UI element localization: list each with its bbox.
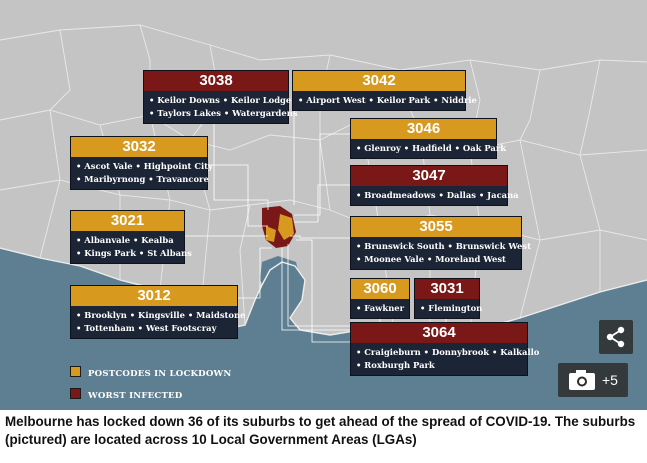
- legend-label-lockdown: POSTCODES IN LOCKDOWN: [88, 369, 232, 379]
- suburb-list: • Brooklyn • Kingsville • Maidstone: [76, 310, 246, 320]
- suburb-list: • Taylors Lakes • Watergardens: [149, 108, 298, 118]
- map-figure: 3038 • Keilor Downs • Keilor Lodge • Tay…: [0, 0, 647, 410]
- photo-gallery-button[interactable]: +5: [558, 363, 628, 397]
- suburb-list: • Brunswick South • Brunswick West: [356, 241, 531, 251]
- share-icon: [606, 326, 625, 348]
- postcode-panel-3032: 3032 • Ascot Vale • Highpoint City • Mar…: [70, 136, 213, 190]
- postcode-number: 3032: [71, 137, 207, 157]
- suburb-list: • Kings Park • St Albans: [76, 248, 192, 258]
- postcode-panel-3012: 3012 • Brooklyn • Kingsville • Maidstone…: [70, 285, 246, 339]
- postcode-number: 3046: [351, 119, 496, 139]
- camera-icon: [569, 370, 595, 390]
- suburb-list: • Moonee Vale • Moreland West: [356, 254, 506, 264]
- postcode-panel-3060: 3060 • Fawkner: [350, 278, 410, 319]
- postcode-number: 3060: [351, 279, 409, 299]
- image-caption: Melbourne has locked down 36 of its subu…: [5, 414, 636, 447]
- legend-lockdown: POSTCODES IN LOCKDOWN: [70, 366, 231, 379]
- postcode-panel-3046: 3046 • Glenroy • Hadfield • Oak Park: [350, 118, 507, 159]
- suburb-list: • Airport West • Keilor Park • Niddrie: [298, 95, 477, 105]
- suburb-list: • Flemington: [420, 303, 483, 313]
- postcode-number: 3042: [293, 71, 465, 91]
- suburb-list: • Broadmeadows • Dallas • Jacana: [356, 190, 519, 200]
- postcode-panel-3047: 3047 • Broadmeadows • Dallas • Jacana: [350, 165, 519, 206]
- legend-swatch-worst: [70, 388, 81, 399]
- postcode-panel-3064: 3064 • Craigieburn • Donnybrook • Kalkal…: [350, 322, 540, 376]
- postcode-panel-3038: 3038 • Keilor Downs • Keilor Lodge • Tay…: [143, 70, 298, 124]
- victoria-map: [0, 0, 647, 410]
- postcode-number: 3047: [351, 166, 507, 186]
- gallery-count: +5: [602, 372, 618, 388]
- suburb-list: • Ascot Vale • Highpoint City: [76, 161, 213, 171]
- suburb-list: • Glenroy • Hadfield • Oak Park: [356, 143, 507, 153]
- suburb-list: • Fawkner: [356, 303, 405, 313]
- postcode-number: 3038: [144, 71, 288, 91]
- postcode-number: 3012: [71, 286, 237, 306]
- postcode-panel-3055: 3055 • Brunswick South • Brunswick West …: [350, 216, 531, 270]
- suburb-list: • Tottenham • West Footscray: [76, 323, 217, 333]
- postcode-number: 3031: [415, 279, 479, 299]
- legend-worst: WORST INFECTED: [70, 388, 182, 401]
- postcode-panel-3042: 3042 • Airport West • Keilor Park • Nidd…: [292, 70, 477, 111]
- share-button[interactable]: [599, 320, 633, 354]
- postcode-panel-3031: 3031 • Flemington: [414, 278, 483, 319]
- legend-swatch-lockdown: [70, 366, 81, 377]
- postcode-number: 3055: [351, 217, 521, 237]
- legend-label-worst: WORST INFECTED: [88, 391, 183, 401]
- suburb-list: • Albanvale • Kealba: [76, 235, 174, 245]
- suburb-list: • Keilor Downs • Keilor Lodge: [149, 95, 292, 105]
- postcode-panel-3021: 3021 • Albanvale • Kealba • Kings Park •…: [70, 210, 192, 264]
- suburb-list: • Maribyrnong • Travancore: [76, 174, 209, 184]
- postcode-number: 3021: [71, 211, 184, 231]
- postcode-number: 3064: [351, 323, 527, 343]
- suburb-list: • Roxburgh Park: [356, 360, 435, 370]
- suburb-list: • Craigieburn • Donnybrook • Kalkallo: [356, 347, 540, 357]
